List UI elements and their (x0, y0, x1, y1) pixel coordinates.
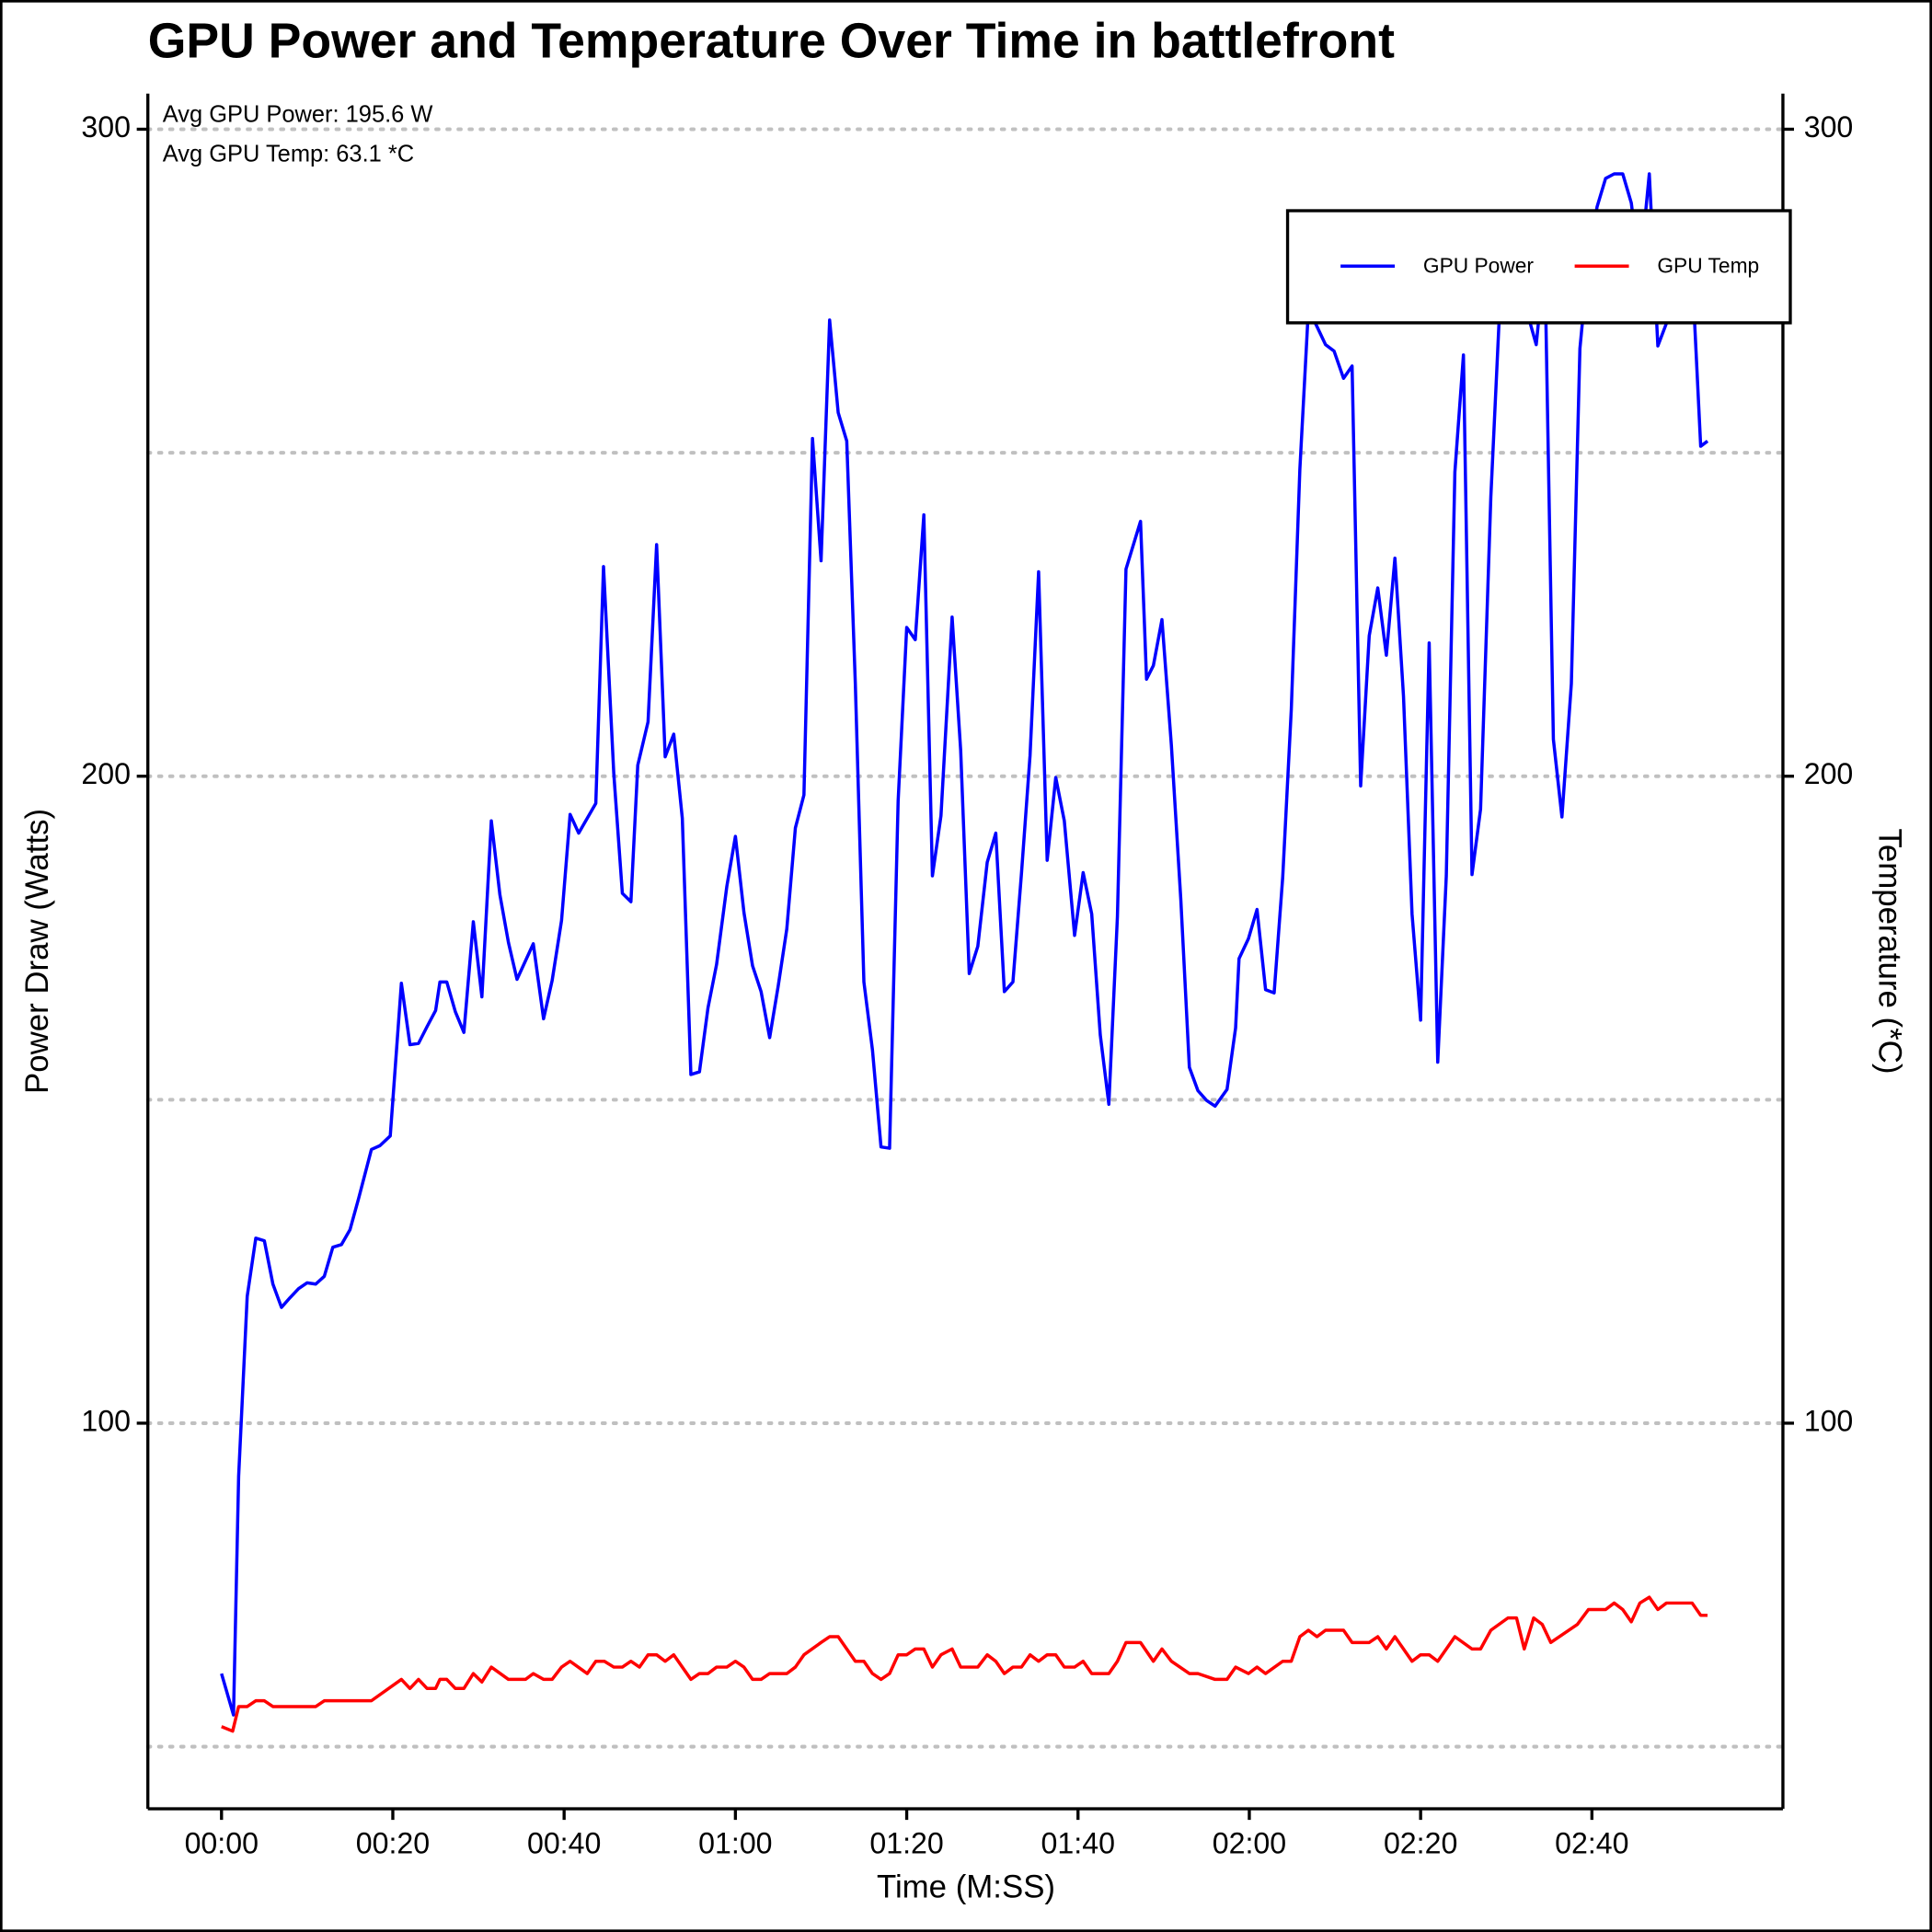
y-tick-label: 300 (81, 110, 131, 144)
x-tick-label: 01:00 (698, 1827, 772, 1860)
y2-tick-label: 200 (1804, 757, 1854, 790)
annotation: Avg GPU Temp: 63.1 *C (163, 141, 414, 167)
x-axis-label: Time (M:SS) (877, 1869, 1055, 1904)
x-tick-label: 00:40 (527, 1827, 601, 1860)
x-tick-label: 02:40 (1555, 1827, 1628, 1860)
x-tick-label: 00:20 (356, 1827, 430, 1860)
x-tick-label: 02:20 (1384, 1827, 1457, 1860)
y2-tick-label: 100 (1804, 1404, 1854, 1437)
x-tick-label: 02:00 (1213, 1827, 1286, 1860)
x-tick-label: 00:00 (185, 1827, 259, 1860)
y2-tick-label: 300 (1804, 110, 1854, 144)
chart-title: GPU Power and Temperature Over Time in b… (148, 14, 1395, 68)
data-line (221, 1595, 1708, 1733)
legend-label: GPU Power (1423, 254, 1535, 278)
x-tick-label: 01:20 (869, 1827, 943, 1860)
y-tick-label: 100 (81, 1404, 131, 1437)
data-line (220, 172, 1709, 1717)
y2-axis-label: Temperature (*C) (1872, 828, 1908, 1074)
y-axis-label: Power Draw (Watts) (19, 809, 55, 1094)
x-tick-label: 01:40 (1041, 1827, 1115, 1860)
y-tick-label: 200 (81, 757, 131, 790)
legend-label: GPU Temp (1657, 254, 1759, 278)
annotation: Avg GPU Power: 195.6 W (163, 102, 433, 128)
